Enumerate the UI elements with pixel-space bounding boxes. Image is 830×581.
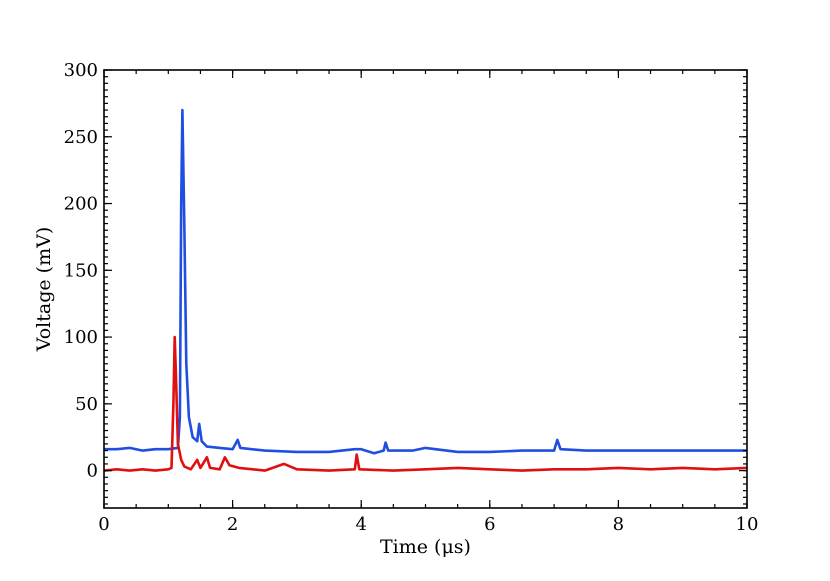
x-tick-label: 0 bbox=[98, 514, 109, 535]
y-tick-label: 200 bbox=[64, 194, 98, 215]
y-tick-label: 100 bbox=[64, 327, 98, 348]
x-axis-label: Time (μs) bbox=[380, 536, 471, 558]
x-tick-label: 8 bbox=[613, 514, 624, 535]
series-line-2 bbox=[103, 335, 748, 472]
plot-frame bbox=[103, 69, 748, 509]
series-line-1 bbox=[104, 108, 747, 455]
y-tick-label: 300 bbox=[64, 60, 98, 81]
x-tick-label: 2 bbox=[227, 514, 238, 535]
x-tick-label: 4 bbox=[355, 514, 366, 535]
y-tick-label: 50 bbox=[75, 394, 98, 415]
x-tick-label: 10 bbox=[736, 514, 759, 535]
y-tick-label: 150 bbox=[64, 260, 98, 281]
y-tick-label: 250 bbox=[64, 127, 98, 148]
y-axis-label: Voltage (mV) bbox=[33, 227, 55, 352]
x-tick-label: 6 bbox=[484, 514, 495, 535]
series-layer bbox=[103, 108, 748, 472]
y-tick-label: 0 bbox=[87, 461, 98, 482]
